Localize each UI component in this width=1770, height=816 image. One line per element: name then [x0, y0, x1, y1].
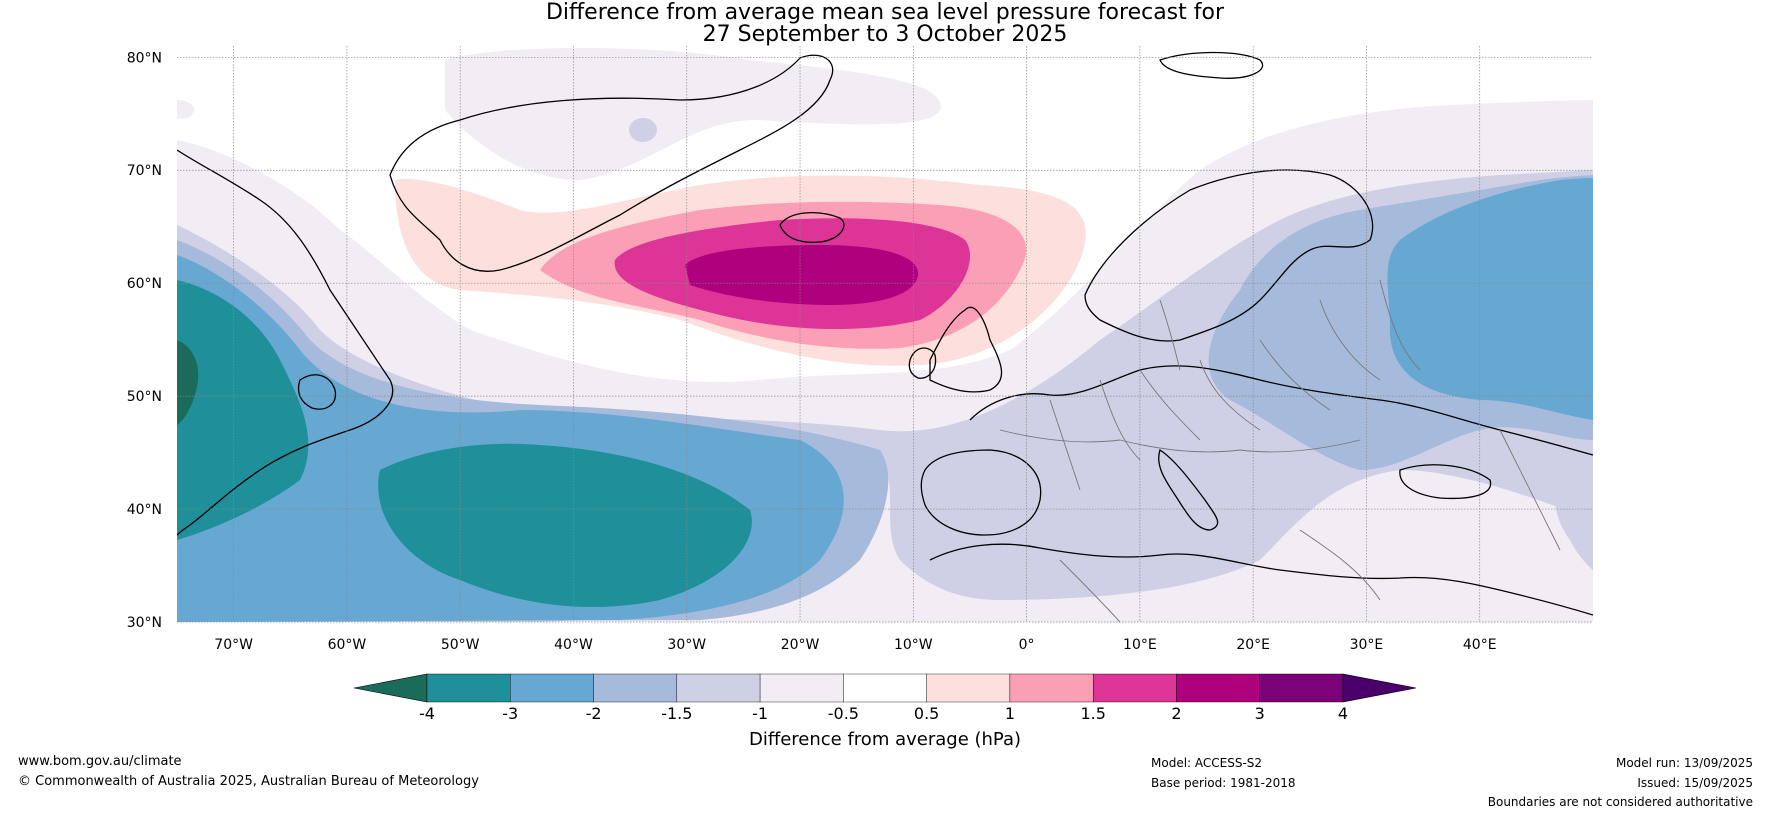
- map-area: [177, 46, 1593, 622]
- longitude-label: 10°E: [1123, 637, 1157, 653]
- latitude-label: 70°N: [127, 163, 162, 179]
- africa-coast: [929, 543, 1593, 616]
- longitude-label: 60°W: [328, 637, 367, 653]
- colorbar-tick-label: 4: [1338, 704, 1348, 723]
- anomaly-band-neg-1-east: [1555, 430, 1593, 570]
- colorbar-segment: [1176, 673, 1260, 703]
- longitude-label: 40°E: [1463, 637, 1497, 653]
- map-title-line2: 27 September to 3 October 2025: [702, 22, 1068, 47]
- latitude-label: 50°N: [127, 389, 162, 405]
- colorbar-segment: [1092, 673, 1177, 703]
- scandinavia-coast: [1084, 169, 1374, 342]
- britain-coast: [929, 306, 1003, 393]
- colorbar-tick-label: 1: [1005, 704, 1015, 723]
- europe-coast: [969, 365, 1593, 456]
- colorbar-tick-label: 0.5: [914, 704, 939, 723]
- arctic-islands-coast: [1159, 51, 1264, 79]
- colorbar-tick-label: -4: [419, 704, 435, 723]
- footer-model-run: Model run: 13/09/2025: [1615, 756, 1753, 770]
- colorbar-lower-extension: [353, 673, 428, 703]
- footer-copyright: © Commonwealth of Australia 2025, Austra…: [18, 774, 479, 789]
- anomaly-band-neg-0-5-nw: [177, 100, 195, 119]
- anomaly-band-neg-0-5-arctic: [445, 48, 941, 180]
- colorbar: -4 -3 -2 -1.5 -1 -0.5 0.5 1 1.5 2 3 4 Difference fro…: [353, 673, 1417, 750]
- italy-coast: [1158, 448, 1219, 531]
- anomaly-band-neg-2-east: [1387, 178, 1593, 420]
- footer-website: www.bom.gov.au/climate: [18, 754, 182, 769]
- iberia-coast: [920, 449, 1042, 536]
- footer-base-period: Base period: 1981-2018: [1151, 776, 1296, 790]
- country-borders: [999, 279, 1561, 622]
- longitude-labels: 70°W 60°W 50°W 40°W 30°W 20°W 10°W 0° 10°E 20°E 30…: [214, 637, 1496, 653]
- colorbar-segment: [759, 673, 844, 703]
- anomaly-band-pos-2: [685, 245, 919, 305]
- colorbar-tick-label: -2: [586, 704, 602, 723]
- colorbar-segment: [593, 673, 678, 703]
- coastlines: [177, 51, 1593, 616]
- colorbar-tick-label: -0.5: [828, 704, 859, 723]
- colorbar-tick-label: 2: [1171, 704, 1181, 723]
- longitude-label: 0°: [1019, 637, 1035, 653]
- colorbar-segment: [1009, 673, 1094, 703]
- colorbar-tick-label: 3: [1255, 704, 1265, 723]
- colorbar-segment: [926, 673, 1011, 703]
- ireland-coast: [908, 347, 937, 379]
- colorbar-segment: [1259, 673, 1344, 703]
- black-sea-coast: [1399, 464, 1492, 500]
- north-america-coast: [177, 149, 394, 536]
- latitude-label: 80°N: [127, 50, 162, 66]
- longitude-label: 30°W: [667, 637, 706, 653]
- longitude-label: 20°W: [781, 637, 820, 653]
- footer-model: Model: ACCESS-S2: [1151, 756, 1263, 770]
- iceland-coast: [779, 212, 845, 244]
- longitude-label: 20°E: [1236, 637, 1270, 653]
- latitude-label: 60°N: [127, 276, 162, 292]
- footer-issued: Issued: 15/09/2025: [1637, 776, 1753, 790]
- longitude-label: 10°W: [894, 637, 933, 653]
- longitude-label: 30°E: [1350, 637, 1384, 653]
- colorbar-tick-label: -3: [502, 704, 518, 723]
- footer-disclaimer: Boundaries are not considered authoritat…: [1487, 795, 1753, 809]
- colorbar-title: Difference from average (hPa): [749, 729, 1021, 750]
- colorbar-upper-extension: [1342, 673, 1417, 703]
- longitude-label: 50°W: [441, 637, 480, 653]
- longitude-label: 40°W: [554, 637, 593, 653]
- anomaly-band-neg-3-nw: [177, 280, 309, 540]
- latitude-label: 30°N: [127, 615, 162, 631]
- map-title-line1: Difference from average mean sea level p…: [545, 0, 1225, 25]
- latitude-labels: 80°N 70°N 60°N 50°N 40°N 30°N: [127, 50, 162, 631]
- longitude-label: 70°W: [214, 637, 253, 653]
- colorbar-segment: [510, 673, 594, 703]
- colorbar-tick-label: 1.5: [1080, 704, 1105, 723]
- graticule: [177, 46, 1593, 623]
- latitude-label: 40°N: [127, 502, 162, 518]
- anomaly-spot-neg-1: [629, 118, 657, 142]
- anomaly-band-neg-4-nw: [177, 340, 199, 425]
- colorbar-segment: [843, 673, 927, 703]
- anomaly-band-neg-3-atlantic: [378, 443, 752, 608]
- greenland-coast: [389, 54, 834, 272]
- colorbar-segment: [676, 673, 761, 703]
- colorbar-tick-label: -1: [752, 704, 768, 723]
- colorbar-tick-label: -1.5: [661, 704, 692, 723]
- colorbar-segment: [426, 673, 511, 703]
